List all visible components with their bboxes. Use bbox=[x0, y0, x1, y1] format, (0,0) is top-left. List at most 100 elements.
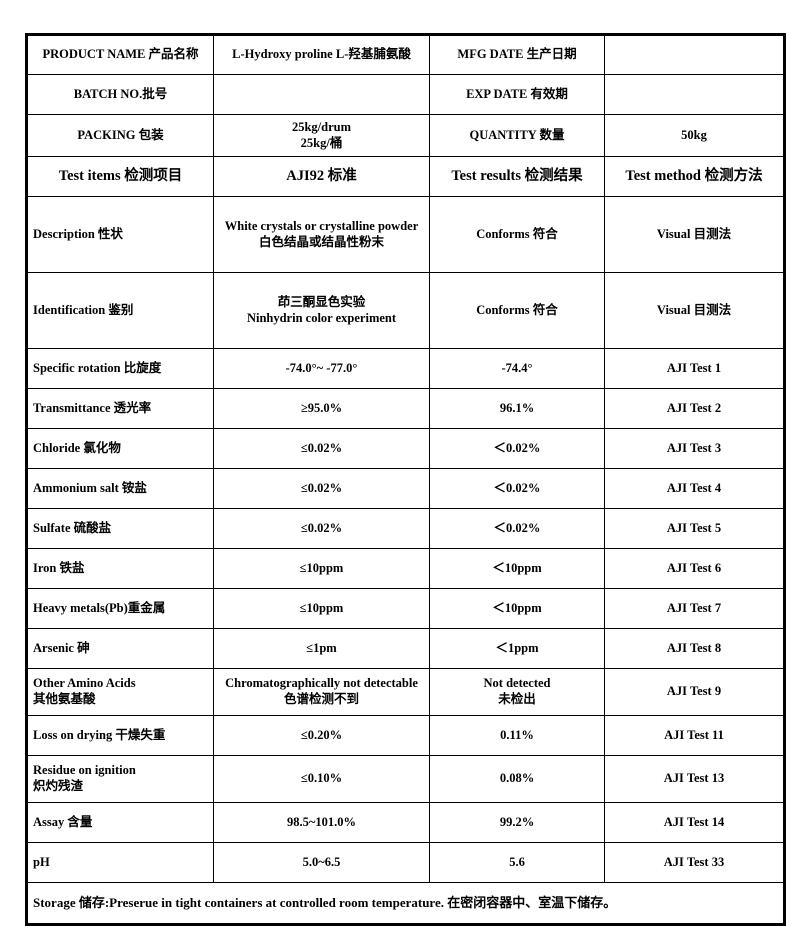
cell-standard: ≤0.20% bbox=[213, 715, 430, 756]
cell-test-item: Other Amino Acids 其他氨基酸 bbox=[26, 668, 214, 716]
value-packing[interactable]: 25kg/drum 25kg/桶 bbox=[213, 114, 430, 157]
table-row: Iron 铁盐 ≤10ppm ＜10ppm AJI Test 6 bbox=[26, 548, 785, 589]
cell-result: 0.11% bbox=[429, 715, 605, 756]
test-item-line-1: Residue on ignition bbox=[33, 763, 136, 778]
cell-test-item: Sulfate 硫酸盐 bbox=[26, 508, 214, 549]
cell-test-item: Assay 含量 bbox=[26, 802, 214, 843]
table-row: Assay 含量 98.5~101.0% 99.2% AJI Test 14 bbox=[26, 802, 785, 843]
header-row-packing: PACKING 包装 25kg/drum 25kg/桶 QUANTITY 数量 … bbox=[26, 114, 785, 157]
label-quantity: QUANTITY 数量 bbox=[429, 114, 605, 157]
cell-method: AJI Test 9 bbox=[604, 668, 785, 716]
label-mfg-date: MFG DATE 生产日期 bbox=[429, 34, 605, 75]
table-row: Residue on ignition 炽灼残渣 ≤0.10% 0.08% AJ… bbox=[26, 755, 785, 803]
value-quantity[interactable]: 50kg bbox=[604, 114, 785, 157]
value-exp-date[interactable] bbox=[604, 74, 785, 115]
cell-test-item: Loss on drying 干燥失重 bbox=[26, 715, 214, 756]
label-product-name: PRODUCT NAME 产品名称 bbox=[26, 34, 214, 75]
test-item-line-1: Identification 鉴别 bbox=[33, 302, 134, 317]
result-line-1: Conforms 符合 bbox=[476, 226, 558, 241]
standard-line-1: 茚三酮显色实验 bbox=[277, 294, 366, 309]
cell-result: -74.4° bbox=[429, 348, 605, 389]
cell-method: AJI Test 5 bbox=[604, 508, 785, 549]
result-line-1: Not detected bbox=[483, 676, 551, 691]
cell-method: AJI Test 3 bbox=[604, 428, 785, 469]
label-batch-no: BATCH NO.批号 bbox=[26, 74, 214, 115]
table-row: Description 性状 White crystals or crystal… bbox=[26, 196, 785, 273]
test-item-line-1: Other Amino Acids bbox=[33, 676, 136, 691]
cell-test-item: Transmittance 透光率 bbox=[26, 388, 214, 429]
cell-method: AJI Test 6 bbox=[604, 548, 785, 589]
cell-method: AJI Test 7 bbox=[604, 588, 785, 629]
certificate-of-analysis-table: PRODUCT NAME 产品名称 L-Hydroxy proline L-羟基… bbox=[25, 33, 786, 926]
test-item-line-2: 其他氨基酸 bbox=[33, 692, 96, 706]
test-item-line-1: Description 性状 bbox=[33, 226, 123, 241]
result-line-1: Conforms 符合 bbox=[476, 302, 558, 317]
cell-result: 5.6 bbox=[429, 842, 605, 883]
column-header-test-results: Test results 检测结果 bbox=[429, 156, 605, 197]
table-row: pH 5.0~6.5 5.6 AJI Test 33 bbox=[26, 842, 785, 883]
value-packing-line-1: 25kg/drum bbox=[291, 119, 352, 134]
cell-standard: White crystals or crystalline powder 白色结… bbox=[213, 196, 430, 273]
cell-standard: ≤0.02% bbox=[213, 428, 430, 469]
cell-standard: ≤1pm bbox=[213, 628, 430, 669]
table-row: Sulfate 硫酸盐 ≤0.02% ＜0.02% AJI Test 5 bbox=[26, 508, 785, 549]
table-row: Other Amino Acids 其他氨基酸 Chromatographica… bbox=[26, 668, 785, 716]
value-product-name[interactable]: L-Hydroxy proline L-羟基脯氨酸 bbox=[213, 34, 430, 75]
cell-result: Not detected 未检出 bbox=[429, 668, 605, 716]
cell-method: AJI Test 4 bbox=[604, 468, 785, 509]
table-row: Chloride 氯化物 ≤0.02% ＜0.02% AJI Test 3 bbox=[26, 428, 785, 469]
table-row: Identification 鉴别 茚三酮显色实验 Ninhydrin colo… bbox=[26, 272, 785, 349]
cell-test-item: pH bbox=[26, 842, 214, 883]
storage-note-row: Storage 储存:Preserue in tight containers … bbox=[26, 882, 785, 925]
cell-method: AJI Test 14 bbox=[604, 802, 785, 843]
cell-method: Visual 目测法 bbox=[604, 272, 785, 349]
label-exp-date: EXP DATE 有效期 bbox=[429, 74, 605, 115]
cell-standard: Chromatographically not detectable 色谱检测不… bbox=[213, 668, 430, 716]
table-row: Ammonium salt 铵盐 ≤0.02% ＜0.02% AJI Test … bbox=[26, 468, 785, 509]
value-batch-no[interactable] bbox=[213, 74, 430, 115]
test-item-line-2: 炽灼残渣 bbox=[33, 779, 84, 793]
table-row: Arsenic 砷 ≤1pm ＜1ppm AJI Test 8 bbox=[26, 628, 785, 669]
value-mfg-date[interactable] bbox=[604, 34, 785, 75]
table-body: PRODUCT NAME 产品名称 L-Hydroxy proline L-羟基… bbox=[26, 34, 785, 925]
cell-result: ＜10ppm bbox=[429, 588, 605, 629]
cell-standard: -74.0°~ -77.0° bbox=[213, 348, 430, 389]
header-row-product-name: PRODUCT NAME 产品名称 L-Hydroxy proline L-羟基… bbox=[26, 34, 785, 75]
value-packing-line-2: 25kg/桶 bbox=[300, 135, 343, 150]
cell-method: AJI Test 1 bbox=[604, 348, 785, 389]
cell-test-item: Identification 鉴别 bbox=[26, 272, 214, 349]
cell-method: Visual 目测法 bbox=[604, 196, 785, 273]
cell-result: ＜0.02% bbox=[429, 428, 605, 469]
column-header-test-items: Test items 检测项目 bbox=[26, 156, 214, 197]
table-row: Specific rotation 比旋度 -74.0°~ -77.0° -74… bbox=[26, 348, 785, 389]
cell-test-item: Ammonium salt 铵盐 bbox=[26, 468, 214, 509]
cell-test-item: Chloride 氯化物 bbox=[26, 428, 214, 469]
table-row: Heavy metals(Pb)重金属 ≤10ppm ＜10ppm AJI Te… bbox=[26, 588, 785, 629]
cell-result: 99.2% bbox=[429, 802, 605, 843]
cell-standard: 5.0~6.5 bbox=[213, 842, 430, 883]
storage-note: Storage 储存:Preserue in tight containers … bbox=[26, 882, 785, 925]
coa-sheet: PRODUCT NAME 产品名称 L-Hydroxy proline L-羟基… bbox=[25, 33, 786, 926]
cell-standard: ≤10ppm bbox=[213, 548, 430, 589]
table-row: Loss on drying 干燥失重 ≤0.20% 0.11% AJI Tes… bbox=[26, 715, 785, 756]
cell-method: AJI Test 2 bbox=[604, 388, 785, 429]
standard-line-1: Chromatographically not detectable bbox=[225, 676, 418, 691]
cell-test-item: Specific rotation 比旋度 bbox=[26, 348, 214, 389]
cell-standard: ≤10ppm bbox=[213, 588, 430, 629]
label-packing: PACKING 包装 bbox=[26, 114, 214, 157]
standard-line-2: 色谱检测不到 bbox=[283, 692, 359, 706]
standard-line-1: White crystals or crystalline powder bbox=[224, 218, 419, 233]
cell-method: AJI Test 8 bbox=[604, 628, 785, 669]
cell-standard: ≤0.10% bbox=[213, 755, 430, 803]
cell-standard: ≤0.02% bbox=[213, 468, 430, 509]
cell-standard: ≥95.0% bbox=[213, 388, 430, 429]
cell-result: ＜0.02% bbox=[429, 508, 605, 549]
cell-method: AJI Test 33 bbox=[604, 842, 785, 883]
cell-result: 0.08% bbox=[429, 755, 605, 803]
cell-test-item: Iron 铁盐 bbox=[26, 548, 214, 589]
cell-test-item: Residue on ignition 炽灼残渣 bbox=[26, 755, 214, 803]
standard-line-2: 白色结晶或结晶性粉末 bbox=[258, 234, 384, 249]
column-header-row: Test items 检测项目 AJI92 标准 Test results 检测… bbox=[26, 156, 785, 197]
cell-test-item: Arsenic 砷 bbox=[26, 628, 214, 669]
cell-test-item: Heavy metals(Pb)重金属 bbox=[26, 588, 214, 629]
